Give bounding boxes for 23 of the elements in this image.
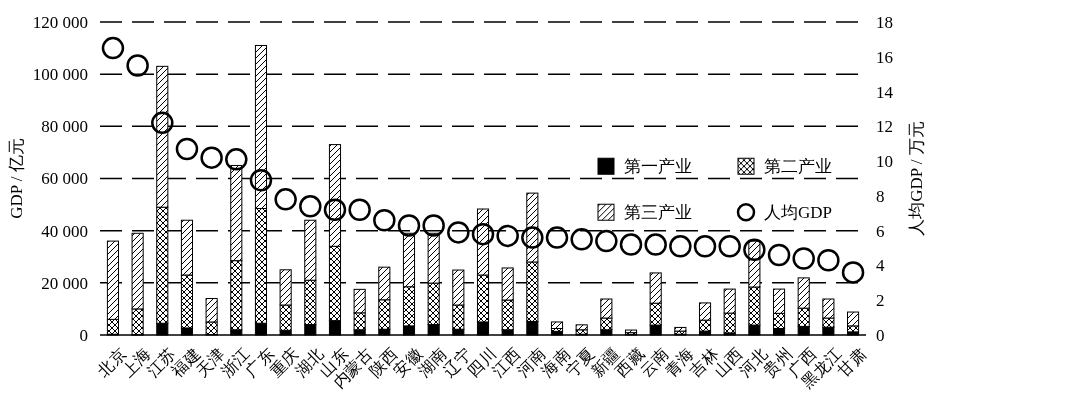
y2-tick-label: 18 <box>876 12 893 32</box>
y2-tick-label: 14 <box>876 82 894 102</box>
y-tick-label: 20 000 <box>41 273 88 293</box>
y2-tick-label: 2 <box>876 291 885 311</box>
y2-tick-label: 12 <box>876 117 893 137</box>
y2-tick-label: 4 <box>876 256 885 276</box>
legend-label: 第三产业 <box>624 203 692 223</box>
y2-tick-label: 16 <box>876 47 893 67</box>
y-axis-title: GDP / 亿元 <box>7 138 26 219</box>
y-tick-label: 40 000 <box>41 221 88 241</box>
y-tick-label: 100 000 <box>32 65 88 85</box>
legend-label: 第一产业 <box>624 157 692 177</box>
y-tick-label: 0 <box>79 325 88 345</box>
y-tick-label: 60 000 <box>41 169 88 189</box>
y2-tick-label: 0 <box>876 325 885 345</box>
y-tick-label: 120 000 <box>32 12 88 32</box>
y2-axis-title: 人均GDP / 万元 <box>907 121 926 236</box>
y2-tick-label: 8 <box>876 186 885 206</box>
legend-label: 第二产业 <box>764 157 832 177</box>
y2-tick-label: 6 <box>876 221 885 241</box>
y-tick-label: 80 000 <box>41 117 88 137</box>
legend-label: 人均GDP <box>764 203 833 223</box>
y2-tick-label: 10 <box>876 152 893 172</box>
